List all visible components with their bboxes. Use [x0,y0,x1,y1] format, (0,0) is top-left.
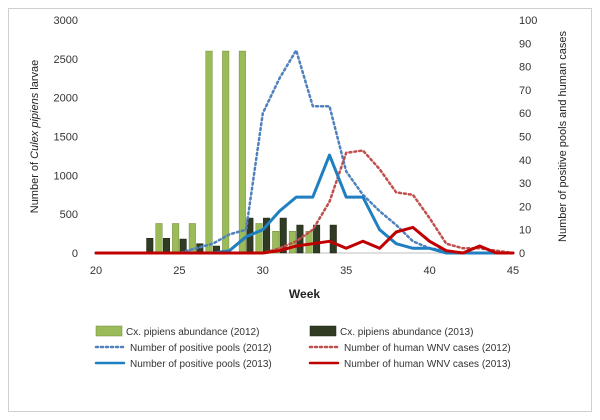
x-tick-label: 25 [173,265,185,277]
legend-swatch [309,325,337,337]
bar-2012 [272,231,280,254]
y-right-tick-label: 60 [519,108,531,120]
chart-frame [8,8,592,412]
bar-2012 [255,223,263,254]
y-left-tick-label: 3000 [54,15,78,27]
y-left-tick-label: 500 [60,209,78,221]
line-positive-pools-2012 [94,49,515,255]
y-left-tick-label: 2500 [54,54,78,66]
y-right-tick-label: 100 [519,15,537,27]
y-left-tick-label: 2000 [54,93,78,105]
line-human-cases-2012 [94,149,515,255]
y-right-tick-label: 70 [519,85,531,97]
y-right-tick-label: 40 [519,155,531,167]
y-right-axis-title: Number of positive pools and human cases [557,31,569,242]
bar-2013 [146,237,154,254]
y-right-tick-label: 80 [519,62,531,74]
y-left-tick-label: 1500 [54,132,78,144]
y-right-tick-label: 30 [519,178,531,190]
bar-2012 [305,231,313,254]
y-right-tick-label: 50 [519,132,531,144]
x-tick-label: 30 [257,265,269,277]
bar-2012 [238,50,246,254]
bar-2013 [313,224,321,254]
legend-label: Number of human WNV cases (2013) [344,359,511,370]
bar-2012 [222,50,230,254]
bar-2012 [172,223,180,254]
bar-2013 [279,217,287,254]
y-left-tick-label: 0 [72,248,78,260]
legend-label: Cx. pipiens abundance (2013) [340,327,473,338]
line-human-cases-2013 [94,225,515,255]
x-tick-label: 45 [507,265,519,277]
legend-label: Cx. pipiens abundance (2012) [126,327,259,338]
bar-2012 [155,223,163,254]
x-tick-label: 20 [90,265,102,277]
x-axis-title: Week [289,287,320,301]
y-left-tick-label: 1000 [54,170,78,182]
y-right-tick-label: 20 [519,201,531,213]
bar-2012 [205,50,213,254]
legend-label: Number of positive pools (2013) [130,359,272,370]
legend-swatch [95,325,123,337]
x-tick-label: 40 [423,265,435,277]
bar-2013 [162,237,170,254]
y-right-tick-label: 0 [519,248,525,260]
legend-label: Number of human WNV cases (2012) [344,343,511,354]
bar-2013 [329,224,337,254]
x-tick-label: 35 [340,265,352,277]
y-left-axis-title: Number of Culex pipiens larvae [29,60,41,214]
legend-label: Number of positive pools (2012) [130,343,272,354]
y-right-tick-label: 10 [519,225,531,237]
y-right-tick-label: 90 [519,38,531,50]
